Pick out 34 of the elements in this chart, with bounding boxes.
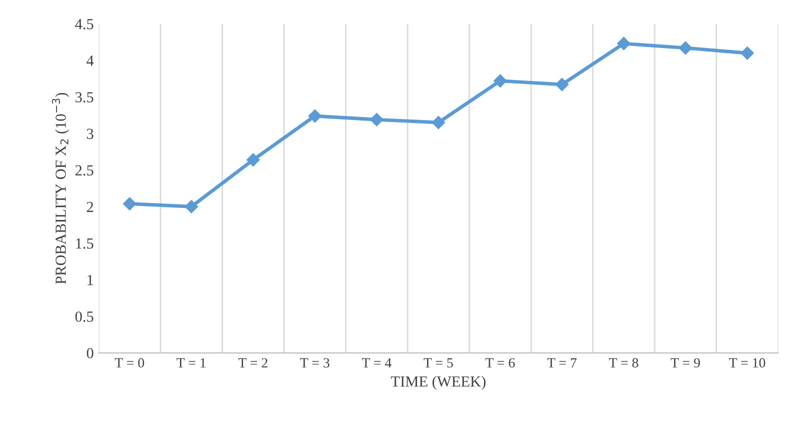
x-tick-label: T = 7 [547,358,577,368]
y-tick-label: 4 [86,56,94,66]
y-tick-label: 1.5 [76,238,94,249]
y-tick-label: 0 [86,348,94,358]
x-tick-label: T = 6 [485,358,515,368]
y-tick-label: 2.5 [75,165,94,176]
y-tick-label: 3.5 [76,92,94,102]
x-tick-label: T = 4 [362,358,392,368]
point [184,200,198,214]
y-tick-label: 1 [88,274,93,286]
point [617,36,630,50]
point [370,113,384,126]
y-tick-label: 3 [86,128,94,139]
x-tick-label: T = 2 [238,358,268,368]
point [678,41,692,55]
x-tick-label: T = 8 [609,358,638,368]
x-tick-label: T = 10 [729,358,766,368]
point [494,74,507,88]
y-tick-label: 4.5 [75,19,94,30]
x-axis-title: TIME (WEEK) [391,376,486,390]
x-tick-label: T = 1 [176,358,206,368]
x-tick-label: T = 9 [670,358,700,368]
point [555,78,569,92]
x-tick-label: T = 5 [424,358,453,368]
point [308,109,322,123]
x-tick-label: T = 3 [300,358,330,368]
y-axis-title: PROBABILITY OF X$_{2}$ (10$^{−3}$) [52,92,70,284]
point [740,46,754,60]
point [246,153,260,166]
y-tick-label: 2 [86,202,94,212]
point [432,116,446,130]
y-tick-label: 0.5 [75,311,94,322]
point [123,197,136,210]
x-tick-label: T = 0 [114,358,144,368]
